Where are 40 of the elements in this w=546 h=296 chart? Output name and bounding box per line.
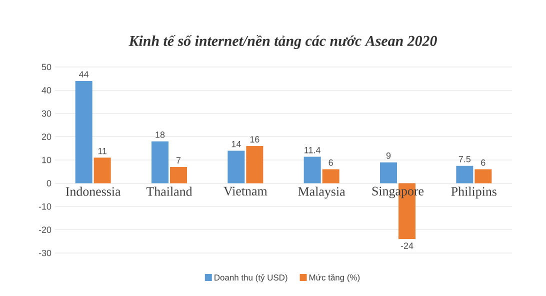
bar (246, 146, 264, 184)
data-label: 9 (386, 152, 391, 159)
bar (228, 150, 245, 184)
y-tick-label: 40 (42, 87, 52, 94)
legend-label: Mức tăng (%) (309, 274, 360, 282)
data-label: 6 (481, 159, 486, 166)
bar (94, 158, 111, 184)
y-tick-label: 10 (42, 156, 52, 164)
data-label: 44 (79, 71, 89, 78)
bar (474, 169, 492, 184)
data-label: 14 (232, 141, 241, 148)
data-label: 11.4 (304, 147, 320, 154)
x-tick-label: Thailand (146, 186, 192, 196)
y-tick-label: -20 (38, 226, 52, 233)
y-tick-label: 0 (46, 180, 52, 186)
y-tick-label: -30 (38, 250, 52, 256)
bar (170, 166, 187, 184)
x-tick-label: Indonessia (66, 186, 121, 196)
bar (322, 169, 340, 184)
bar (304, 156, 321, 184)
data-label: 11 (98, 148, 107, 154)
data-label: 7.5 (458, 156, 471, 162)
y-tick-label: 20 (42, 134, 52, 140)
y-tick-label: 30 (42, 110, 52, 117)
bar (152, 141, 168, 184)
bar (380, 162, 397, 184)
bar (456, 166, 474, 184)
x-tick-label: Philipins (451, 186, 496, 199)
legend-label: Doanh thu (tỷ USD) (214, 274, 288, 282)
data-label: 18 (156, 132, 165, 138)
data-label: 7 (176, 157, 181, 164)
y-tick-label: 50 (42, 64, 52, 70)
data-label: -24 (400, 242, 414, 249)
x-tick-label: Vietnam (224, 186, 268, 196)
data-label: 16 (250, 136, 260, 143)
x-tick-label: Malaysia (298, 186, 346, 199)
y-tick-label: -10 (38, 203, 52, 210)
bar (75, 80, 92, 184)
data-label: 6 (328, 159, 333, 166)
chart-title: Kinh tế số internet/nền tảng các nước Asean 2020 (128, 35, 437, 50)
